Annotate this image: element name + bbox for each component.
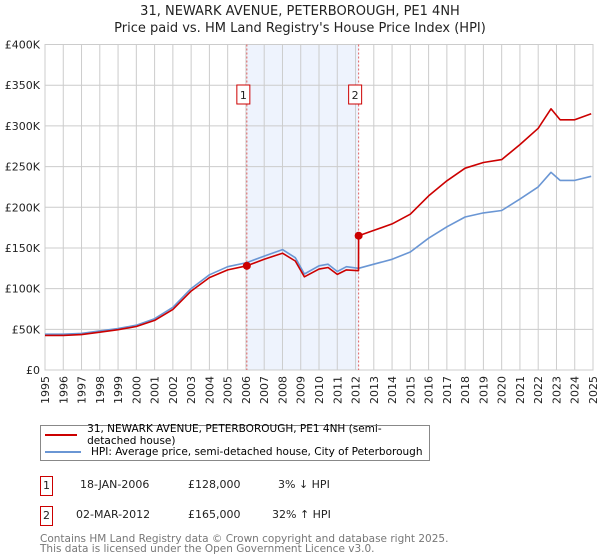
transaction-date: 02-MAR-2012 — [76, 508, 151, 521]
transaction-badge: 2 — [40, 506, 53, 526]
y-tick-label: £250K — [5, 161, 41, 174]
sale-point — [242, 261, 251, 270]
x-tick-label: 2007 — [258, 376, 271, 404]
footer: Contains HM Land Registry data © Crown c… — [40, 533, 449, 555]
x-tick-label: 2009 — [295, 376, 308, 404]
legend-item-hpi: HPI: Average price, semi-detached house,… — [41, 444, 423, 460]
x-tick-label: 2001 — [149, 376, 162, 404]
y-tick-label: £0 — [26, 364, 40, 377]
marker-label: 2 — [352, 89, 359, 102]
marker-badge — [348, 84, 363, 105]
x-tick-label: 1998 — [94, 376, 107, 404]
x-tick-label: 2022 — [532, 376, 545, 404]
y-tick-label: £200K — [5, 201, 41, 214]
chart-title: 31, NEWARK AVENUE, PETERBOROUGH, PE1 4NH — [140, 4, 460, 19]
transaction-price: £128,000 — [188, 478, 241, 491]
x-tick-label: 2012 — [350, 376, 363, 404]
x-tick-label: 1997 — [76, 376, 89, 404]
transaction-hpi: 3% ↓ HPI — [278, 478, 330, 491]
x-tick-label: 2020 — [496, 376, 509, 404]
transaction-badge: 1 — [40, 476, 53, 496]
transaction-price: £165,000 — [188, 508, 241, 521]
x-tick-label: 2004 — [203, 376, 216, 404]
x-tick-label: 2018 — [459, 376, 472, 404]
x-tick-label: 2003 — [185, 376, 198, 404]
footer-line: This data is licensed under the Open Gov… — [40, 543, 375, 555]
x-tick-label: 2023 — [550, 376, 563, 404]
x-tick-label: 1996 — [57, 376, 70, 404]
x-tick-label: 2024 — [569, 376, 582, 404]
y-tick-label: £50K — [12, 323, 41, 336]
x-tick-label: 2021 — [514, 376, 527, 404]
x-tick-label: 2006 — [240, 376, 253, 404]
legend-swatch-red — [45, 434, 78, 436]
x-tick-label: 2010 — [313, 376, 326, 404]
footer-line: Contains HM Land Registry data © Crown c… — [40, 533, 449, 545]
x-tick-label: 2017 — [441, 376, 454, 404]
legend: 31, NEWARK AVENUE, PETERBOROUGH, PE1 4NH… — [40, 423, 430, 461]
marker-label: 1 — [240, 89, 247, 102]
marker-badge — [236, 84, 251, 105]
y-tick-label: £100K — [5, 283, 41, 296]
sale-point — [354, 231, 363, 240]
hpi-line — [45, 171, 592, 336]
legend-swatch-blue — [45, 451, 81, 453]
x-tick-label: 1999 — [112, 376, 125, 404]
price-paid-line — [45, 108, 592, 337]
x-tick-label: 1995 — [39, 376, 52, 404]
y-tick-label: £350K — [5, 79, 41, 92]
chart-subtitle: Price paid vs. HM Land Registry's House … — [114, 21, 486, 36]
y-tick-label: £300K — [5, 120, 41, 133]
x-tick-label: 2002 — [167, 376, 180, 404]
x-tick-label: 2019 — [477, 376, 490, 404]
x-tick-label: 2005 — [222, 376, 235, 404]
transaction-date: 18-JAN-2006 — [80, 478, 150, 491]
x-tick-label: 2013 — [368, 376, 381, 404]
x-tick-label: 2015 — [404, 376, 417, 404]
legend-label: 31, NEWARK AVENUE, PETERBOROUGH, PE1 4NH… — [87, 423, 382, 447]
x-tick-label: 2025 — [587, 376, 600, 404]
x-tick-label: 2014 — [386, 376, 399, 404]
y-tick-label: £150K — [5, 242, 41, 255]
plot-border — [44, 44, 594, 371]
legend-label: HPI: Average price, semi-detached house,… — [91, 446, 423, 458]
line-chart: 1995 1996 1997 1998 1999 2000 2001 2002 2003 2004… — [5, 39, 600, 405]
transaction-hpi: 32% ↑ HPI — [272, 508, 331, 521]
x-tick-label: 2016 — [423, 376, 436, 404]
x-tick-label: 2008 — [276, 376, 289, 404]
x-tick-label: 2000 — [130, 376, 143, 404]
y-tick-label: £400K — [5, 39, 41, 52]
legend-item-property: 31, NEWARK AVENUE, PETERBOROUGH, PE1 4NH… — [41, 423, 429, 447]
x-tick-label: 2011 — [331, 376, 344, 404]
